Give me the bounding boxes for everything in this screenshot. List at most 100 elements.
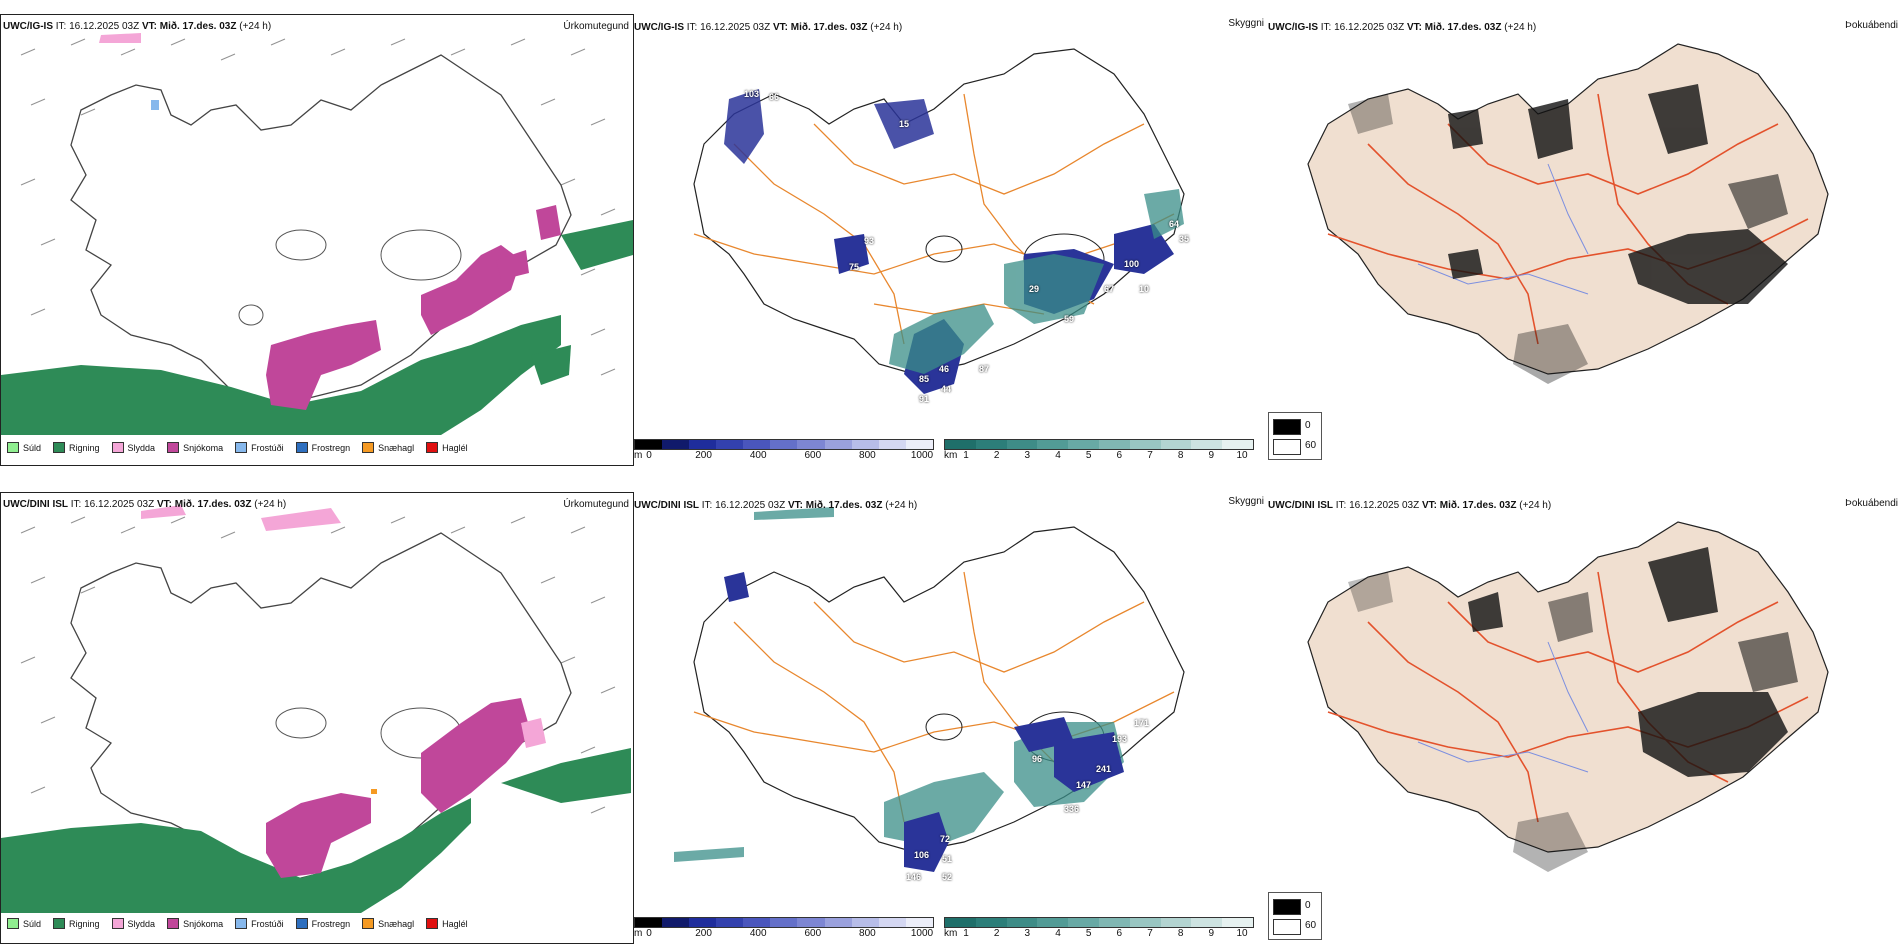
colorbar-segment [945,440,976,449]
legend-swatch [235,442,248,453]
precip-type-map-row2 [1,505,631,913]
vt-time: Mið. 17.des. 03Z [174,499,252,510]
visibility-value-label: 87 [979,364,990,374]
panel-title-visibility: Skyggni [1228,18,1264,29]
legend-swatch [7,918,19,929]
legend-item: Frostregn [295,442,351,453]
colorbar-tick: 5 [1085,928,1092,939]
vt-label: VT: [156,499,172,510]
visibility-value-label: 75 [849,262,860,272]
visibility-value-label: 64 [1169,219,1180,229]
legend-label: Frostregn [311,442,351,453]
colorbar-segment [1098,440,1130,449]
legend-swatch [53,918,66,929]
colorbar-segment [662,440,690,449]
visibility-value-label: 103 [744,89,760,99]
fog-key-swatch [1273,919,1301,935]
model-name: UWC/IG-IS [3,21,53,32]
vt-time: Mið. 17.des. 03Z [805,500,883,511]
visibility-value-label: 35 [1179,234,1190,244]
visibility-value-label: 241 [1096,764,1112,774]
legend-label: Frostúði [251,442,284,453]
colorbar-segment [743,440,771,449]
colorbar-unit: km [944,928,958,939]
model-name: UWC/DINI ISL [3,499,68,510]
colorbar-segment [975,918,1007,927]
colorbar-tick: 1 [963,928,969,939]
legend-label: Rigning [69,442,100,453]
colorbar-tick: 6 [1116,450,1123,461]
legend-swatch [111,918,124,929]
vt-time: Mið. 17.des. 03Z [1424,22,1502,33]
colorbar-tick: 8 [1177,450,1184,461]
cloud-base-strip [634,439,934,450]
visibility-value-label: 59 [1064,314,1075,324]
legend-item: Snjókoma [167,442,223,453]
legend-item: Snæhagl [362,442,414,453]
legend-label: Slydda [127,918,156,929]
precip-legend-row1: Súld Rigning Slydda Snjókoma Frostúði Frostre… [7,442,480,453]
it-label: IT: [1335,500,1347,511]
panel-title-fog: Þokuábendi [1845,20,1898,31]
colorbar-segment [824,918,852,927]
colorbar-tick: 4 [1055,450,1061,461]
colorbar-segment [945,918,976,927]
colorbar-segment [1037,440,1069,449]
visibility-value-label: 100 [1124,259,1140,269]
colorbar-tick: 2 [993,928,1000,939]
colorbar-unit: km [944,450,958,461]
colorbar-segment [851,918,879,927]
colorbar-tick: 800 [859,928,876,939]
visibility-strip [944,439,1254,450]
colorbar-segment [1191,918,1223,927]
colorbar-segment [716,440,744,449]
colorbar-segment [1037,918,1069,927]
lead-time: (+24 h) [885,500,918,511]
colorbar-tick: 600 [804,928,822,939]
colorbar-segment [743,918,771,927]
colorbar-tick: 4 [1055,928,1061,939]
panel-title-fog: Þokuábendi [1845,498,1898,509]
colorbar-segment [770,918,798,927]
legend-label: Frostregn [311,918,351,929]
visibility-value-label: 66 [769,92,780,102]
fog-key-label: 60 [1305,920,1317,931]
colorbar-segment [689,918,717,927]
fog-key-swatch [1273,419,1301,435]
model-name: UWC/IG-IS [634,22,684,33]
cloud-base-colorbar-row1: m 0 200 400 600 800 1000 [634,439,934,463]
colorbar-unit: m [634,450,643,461]
legend-swatch [362,918,375,929]
model-name: UWC/IG-IS [1268,22,1318,33]
colorbar-segment [1006,918,1038,927]
colorbar-segment [1068,918,1099,927]
fog-key-label: 60 [1305,440,1317,451]
visibility-value-label: 51 [942,854,953,864]
legend-item: Súld [7,442,41,453]
visibility-header-row2: UWC/DINI ISL IT: 16.12.2025 03Z VT: Mið.… [634,500,917,512]
colorbar-tick: 7 [1147,928,1153,939]
it-time: 16.12.2025 03Z [1349,500,1420,511]
visibility-value-label: 171 [1134,718,1150,728]
panel-title-precip: Úrkomutegund [563,499,629,510]
legend-label: Snjókoma [183,442,224,453]
legend-item: Rigning [53,442,100,453]
it-time: 16.12.2025 03Z [715,500,786,511]
lead-time: (+24 h) [870,22,903,33]
vt-label: VT: [787,500,803,511]
it-label: IT: [70,499,82,510]
visibility-value-label: 146 [906,872,922,882]
colorbar-segment [797,440,825,449]
it-time: 16.12.2025 03Z [700,22,771,33]
colorbar-tick: 3 [1024,928,1031,939]
legend-swatch [167,442,180,453]
legend-swatch [111,442,124,453]
visibility-value-label: 44 [941,384,952,394]
vt-label: VT: [141,21,157,32]
visibility-values-row2: 72 51 52 106 146 96 147 241 193 336 171 [634,492,1266,912]
lead-time: (+24 h) [1504,22,1537,33]
legend-item: Rigning [53,918,100,929]
colorbar-tick: 400 [749,928,767,939]
colorbar-tick: 8 [1177,928,1184,939]
